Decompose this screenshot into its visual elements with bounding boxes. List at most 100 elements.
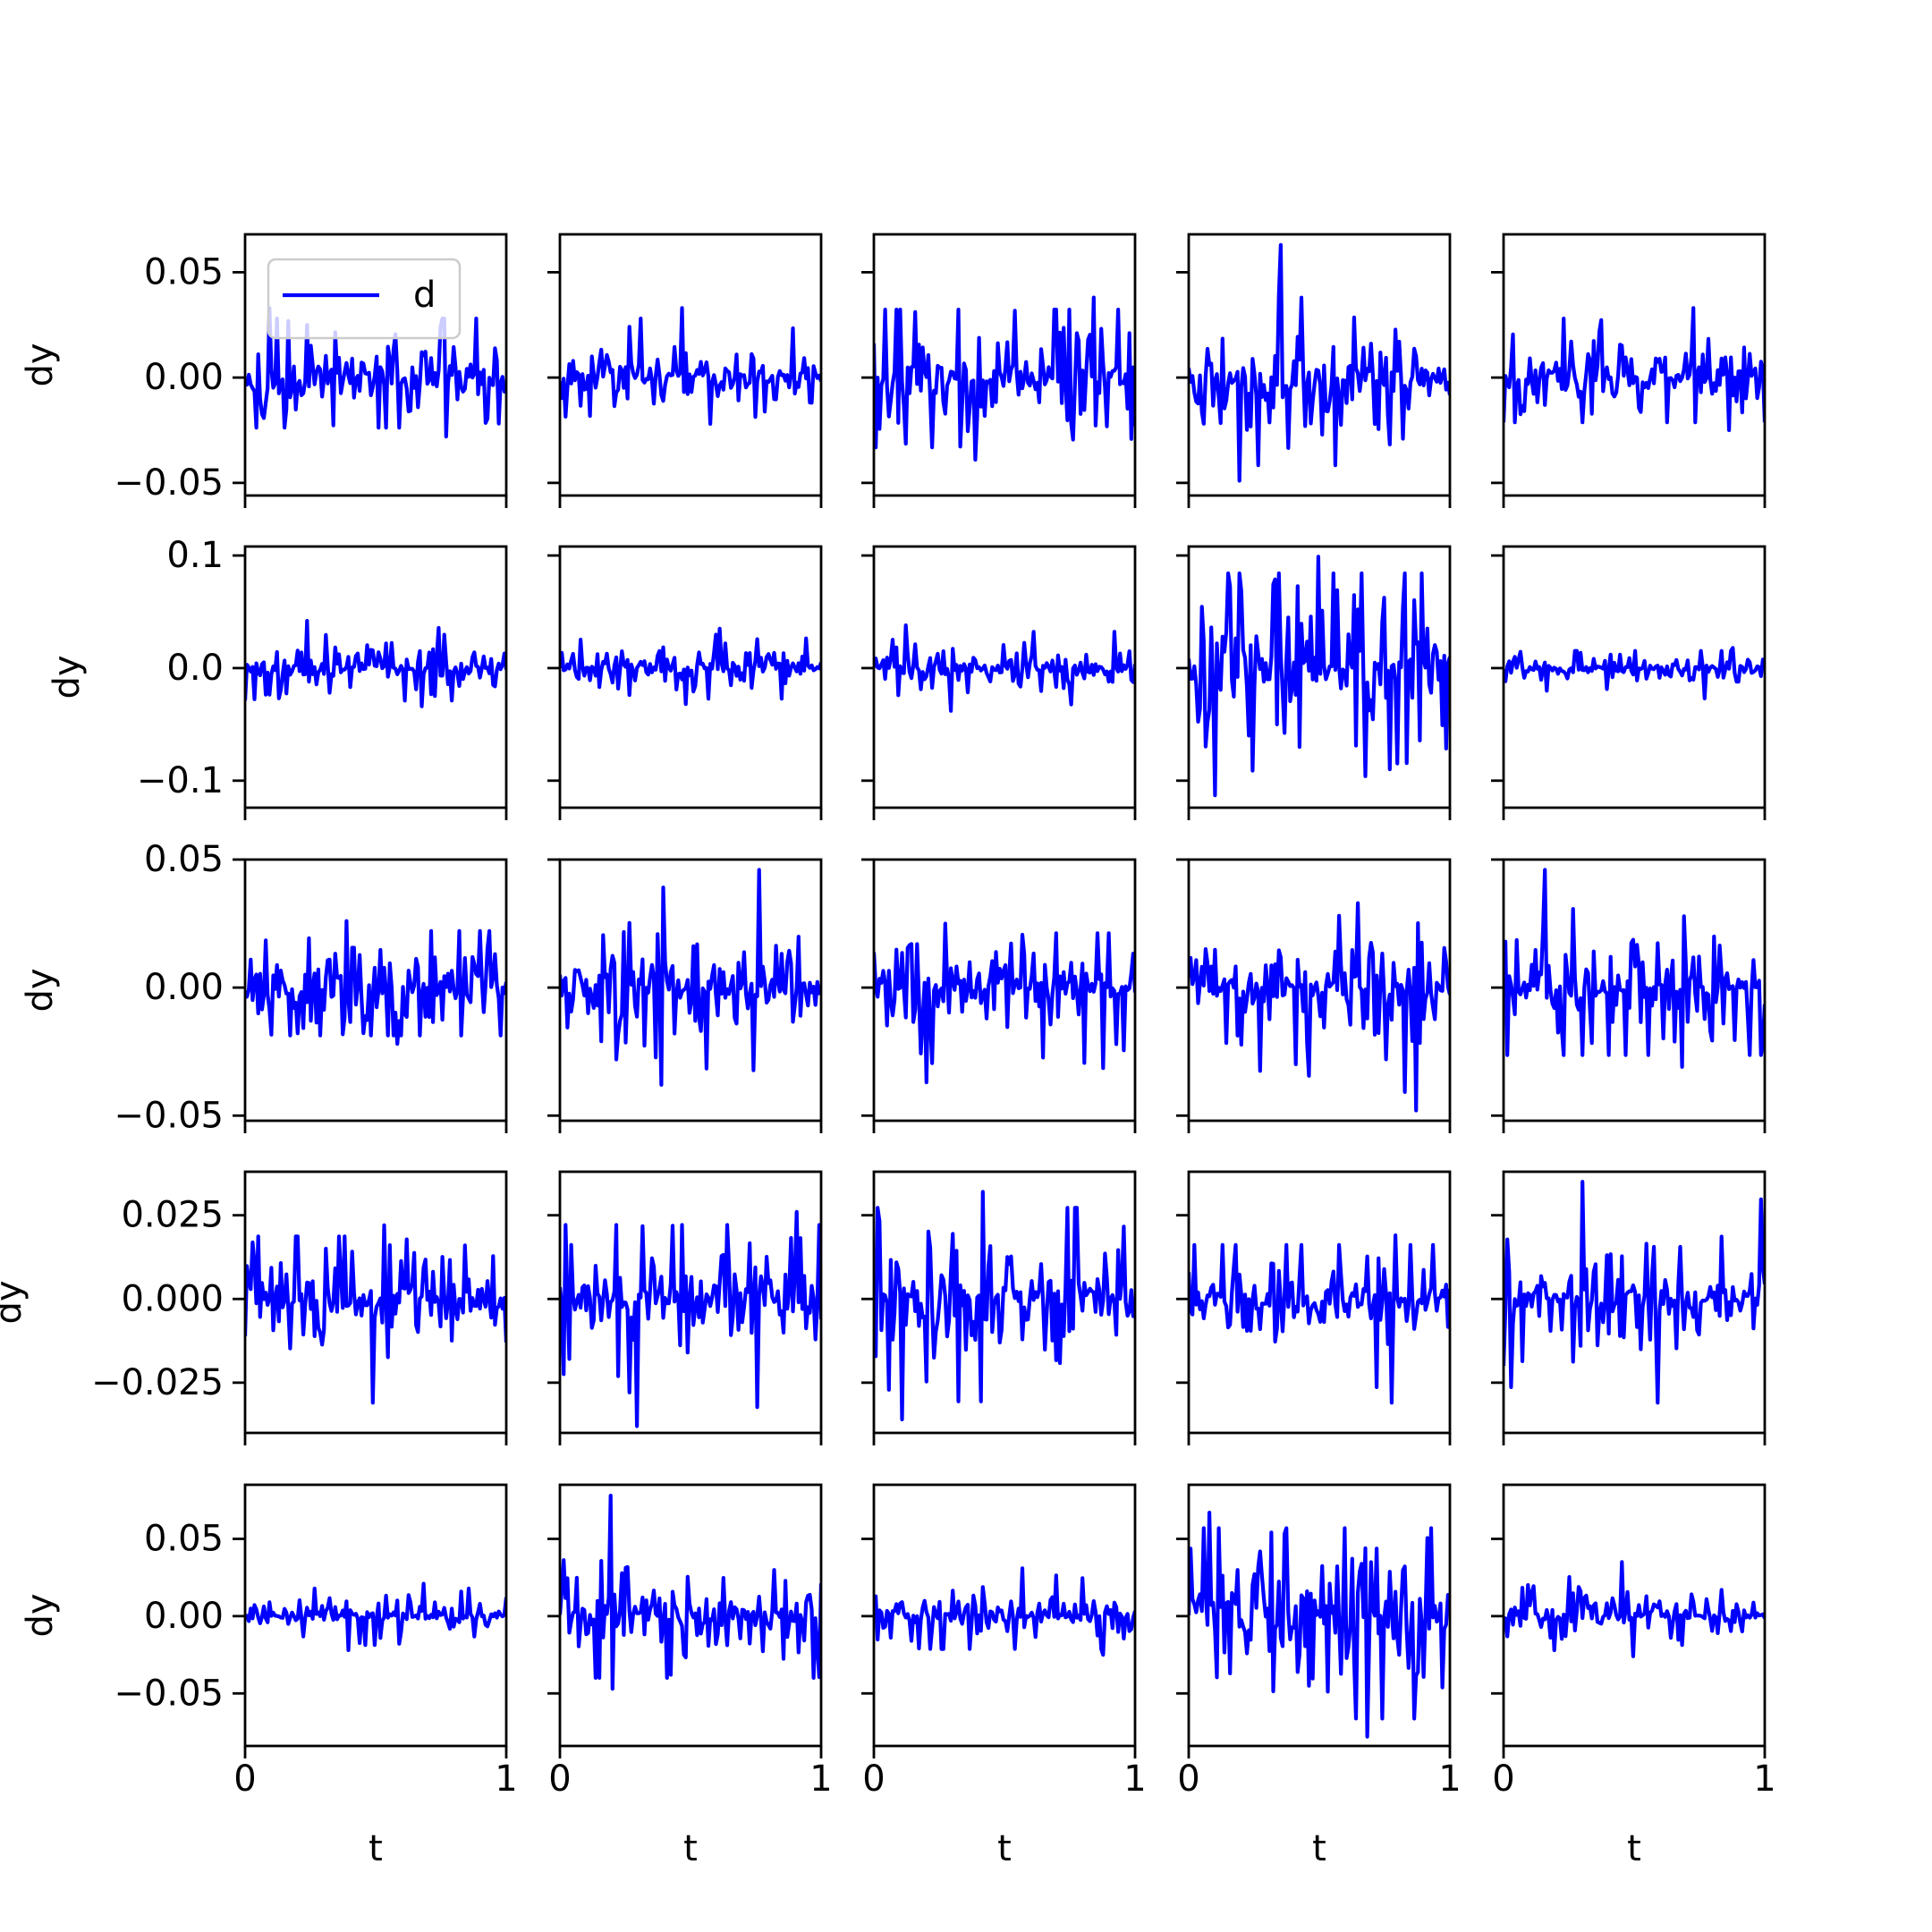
ytick-label: 0.025: [121, 1195, 224, 1236]
axes-frame-r1-c1: [558, 545, 823, 809]
axes-frame-r0-c1: [558, 233, 823, 497]
panel-r1-c1: [547, 545, 823, 820]
series-line-r2-c1: [560, 868, 821, 1087]
xtick-label: 0: [1492, 1758, 1514, 1800]
ytick-label: 0.00: [144, 967, 224, 1008]
series-line-r2-c3: [1189, 901, 1450, 1113]
ytick-label: −0.05: [114, 462, 224, 504]
axes-frame-r1-c2: [872, 545, 1137, 809]
panel-r0-c3: [1176, 233, 1452, 508]
axes-frame-r0-c2: [872, 233, 1137, 497]
xtick-label: 1: [1123, 1758, 1146, 1800]
legend: d: [267, 258, 462, 340]
xtick-label: 0: [1177, 1758, 1199, 1800]
panel-r2-c4: [1491, 858, 1767, 1133]
series-line-r1-c2: [874, 623, 1135, 713]
xtick-label: 1: [495, 1758, 517, 1800]
panel-r2-c2: [861, 858, 1137, 1133]
axes-frame-r3-c1: [558, 1170, 823, 1435]
panel-r4-c0: −0.05 0.00 0.05 0 1 t dy: [20, 1483, 518, 1869]
series-line-r4-c2: [874, 1566, 1135, 1657]
axes-frame-r3-c2: [872, 1170, 1137, 1435]
panel-r0-c1: [547, 233, 823, 508]
panel-r2-c3: [1176, 858, 1452, 1133]
xtick-label: 0: [548, 1758, 571, 1800]
series-line-r3-c1: [560, 1209, 821, 1428]
axes-frame-r2-c0: [243, 858, 508, 1123]
series-line-r3-c2: [874, 1190, 1135, 1422]
series-line-r2-c0: [245, 919, 506, 1046]
axes-frame-r1-c0: [243, 545, 508, 809]
legend-label: d: [413, 275, 436, 316]
series-line-r4-c3: [1189, 1511, 1450, 1739]
series-line-r0-c3: [1189, 242, 1450, 483]
axes-frame-r0-c4: [1502, 233, 1767, 497]
axes-frame-r3-c0: [243, 1170, 508, 1435]
xtick-label: 1: [1438, 1758, 1461, 1800]
axes-frame-r3-c3: [1187, 1170, 1452, 1435]
panel-r4-c4: 0 1 t: [1491, 1483, 1776, 1869]
panel-r1-c3: [1176, 545, 1452, 820]
axes-frame-r2-c2: [872, 858, 1137, 1123]
x-axis-label: t: [1627, 1828, 1641, 1869]
series-line-r0-c2: [874, 295, 1135, 462]
ytick-label: 0.00: [144, 1596, 224, 1637]
ytick-label: 0.0: [166, 648, 224, 689]
legend-box: [267, 258, 462, 340]
series-line-r0-c4: [1504, 306, 1765, 433]
axes-frame-r0-c3: [1187, 233, 1452, 497]
ytick-label: 0.00: [144, 357, 224, 398]
series-line-r1-c0: [245, 619, 506, 708]
panel-r3-c4: [1491, 1170, 1767, 1445]
axes-frame-r2-c4: [1502, 858, 1767, 1123]
series-line-r4-c4: [1504, 1560, 1765, 1658]
series-line-r1-c1: [560, 626, 821, 707]
series-line-r3-c4: [1504, 1180, 1765, 1405]
y-axis-label: dy: [20, 343, 61, 386]
panel-r4-c3: 0 1 t: [1176, 1483, 1462, 1869]
series-line-r1-c3: [1189, 555, 1450, 798]
xtick-label: 1: [1753, 1758, 1775, 1800]
xtick-label: 1: [809, 1758, 832, 1800]
axes-frame-r1-c3: [1187, 545, 1452, 809]
panel-r0-c0: −0.05 0.00 0.05 dy d: [20, 233, 508, 508]
xtick-label: 0: [862, 1758, 885, 1800]
ytick-label: 0.1: [166, 535, 224, 576]
y-axis-label: dy: [0, 1280, 30, 1324]
panel-r2-c1: [547, 858, 823, 1133]
panel-r0-c4: [1491, 233, 1767, 508]
panel-r3-c0: −0.025 0.000 0.025 dy: [0, 1170, 508, 1445]
axes-frame-r2-c1: [558, 858, 823, 1123]
panel-r1-c2: [861, 545, 1137, 820]
series-line-r3-c3: [1189, 1233, 1450, 1405]
ytick-label: 0.000: [121, 1278, 224, 1319]
ytick-label: −0.05: [114, 1673, 224, 1714]
ytick-label: 0.05: [144, 839, 224, 880]
series-line-r3-c0: [245, 1223, 506, 1405]
panel-r4-c2: 0 1 t: [861, 1483, 1147, 1869]
x-axis-label: t: [1312, 1828, 1326, 1869]
x-axis-label: t: [683, 1828, 698, 1869]
series-line-r0-c1: [560, 306, 821, 426]
series-line-r4-c0: [245, 1581, 506, 1652]
series-line-r2-c2: [874, 921, 1135, 1085]
y-axis-label: dy: [47, 655, 88, 699]
panel-r1-c4: [1491, 545, 1767, 820]
x-axis-label: t: [369, 1828, 383, 1869]
xtick-label: 0: [233, 1758, 256, 1800]
panel-r3-c1: [547, 1170, 823, 1445]
panel-r2-c0: −0.05 0.00 0.05 dy: [20, 839, 508, 1136]
panel-r3-c2: [861, 1170, 1137, 1445]
axes-frame-r3-c4: [1502, 1170, 1767, 1435]
ytick-label: −0.05: [114, 1095, 224, 1136]
ytick-label: 0.05: [144, 1518, 224, 1559]
panel-r4-c1: 0 1 t: [547, 1483, 833, 1869]
ytick-label: −0.1: [137, 760, 224, 801]
y-axis-label: dy: [20, 968, 61, 1012]
series-line-r1-c4: [1504, 646, 1765, 700]
panel-r1-c0: −0.1 0.0 0.1 dy: [47, 535, 508, 820]
panel-r3-c3: [1176, 1170, 1452, 1445]
y-axis-label: dy: [20, 1593, 61, 1637]
x-axis-label: t: [997, 1828, 1012, 1869]
